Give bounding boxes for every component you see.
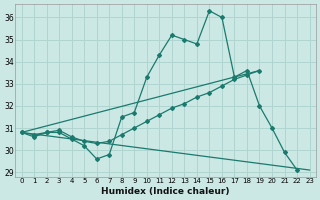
X-axis label: Humidex (Indice chaleur): Humidex (Indice chaleur)	[101, 187, 230, 196]
